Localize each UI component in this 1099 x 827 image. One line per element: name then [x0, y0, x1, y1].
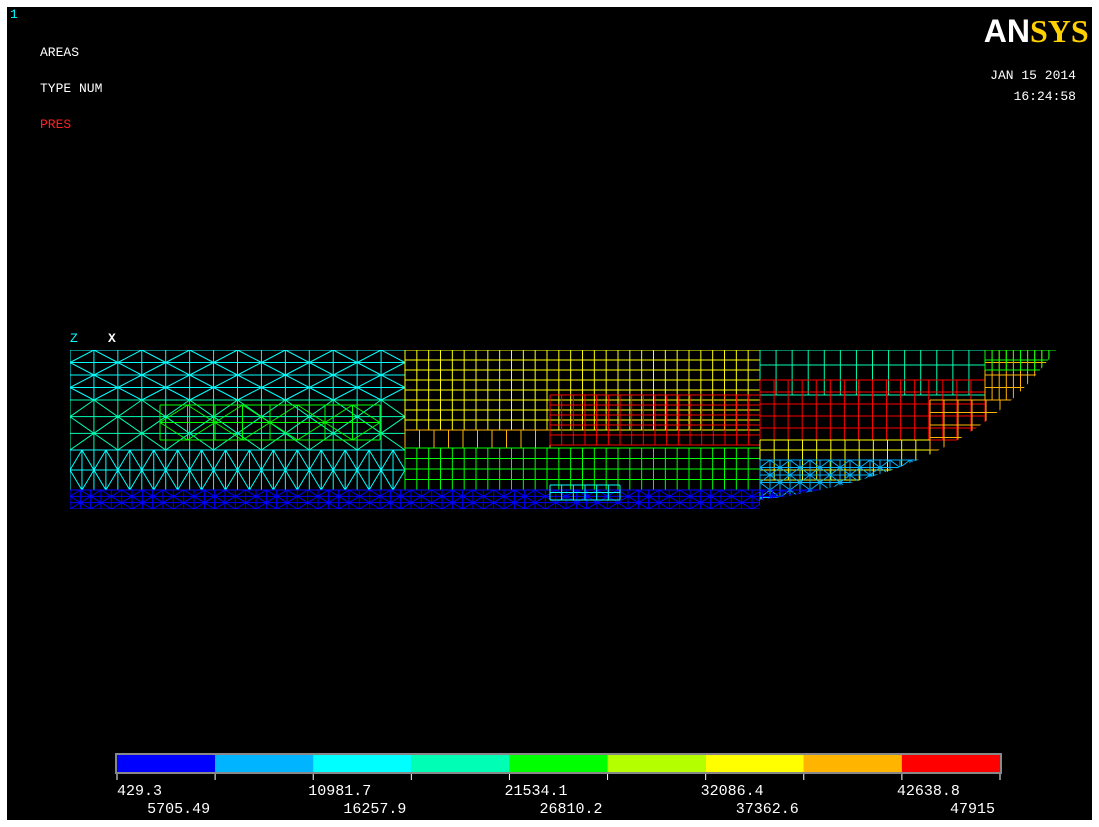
legend-label: 37362.6 — [736, 801, 799, 818]
legend-label: 429.3 — [117, 783, 162, 800]
triad-z: Z — [70, 331, 78, 346]
triad-x: X — [108, 331, 116, 346]
legend-label: 10981.7 — [308, 783, 371, 800]
ansys-graphics-window: 1 AREAS TYPE NUM PRES AN SYS JAN 15 2014… — [0, 0, 1099, 827]
legend-label: 5705.49 — [147, 801, 210, 818]
page: 1 AREAS TYPE NUM PRES AN SYS JAN 15 2014… — [0, 0, 1099, 827]
time: 16:24:58 — [1014, 89, 1076, 104]
legend-swatch — [706, 755, 804, 772]
legend-swatch — [117, 755, 215, 772]
legend-swatch — [509, 755, 607, 772]
legend-swatch — [215, 755, 313, 772]
legend-label: 42638.8 — [897, 783, 960, 800]
legend-swatch — [313, 755, 411, 772]
logo-left: AN — [984, 13, 1030, 49]
date: JAN 15 2014 — [990, 68, 1076, 83]
legend-swatch — [608, 755, 706, 772]
legend-swatch — [411, 755, 509, 772]
legend-swatch — [804, 755, 902, 772]
plot-label: AREAS — [40, 45, 79, 60]
logo-right: SYS — [1030, 13, 1089, 49]
legend-label: 26810.2 — [540, 801, 603, 818]
window-number: 1 — [10, 7, 18, 22]
legend-label: 16257.9 — [343, 801, 406, 818]
legend-swatch — [902, 755, 1000, 772]
legend-label: 47915 — [950, 801, 995, 818]
legend-label: 32086.4 — [701, 783, 764, 800]
plot-label: TYPE NUM — [40, 81, 102, 96]
legend-label: 21534.1 — [504, 783, 567, 800]
load-label: PRES — [40, 117, 71, 132]
